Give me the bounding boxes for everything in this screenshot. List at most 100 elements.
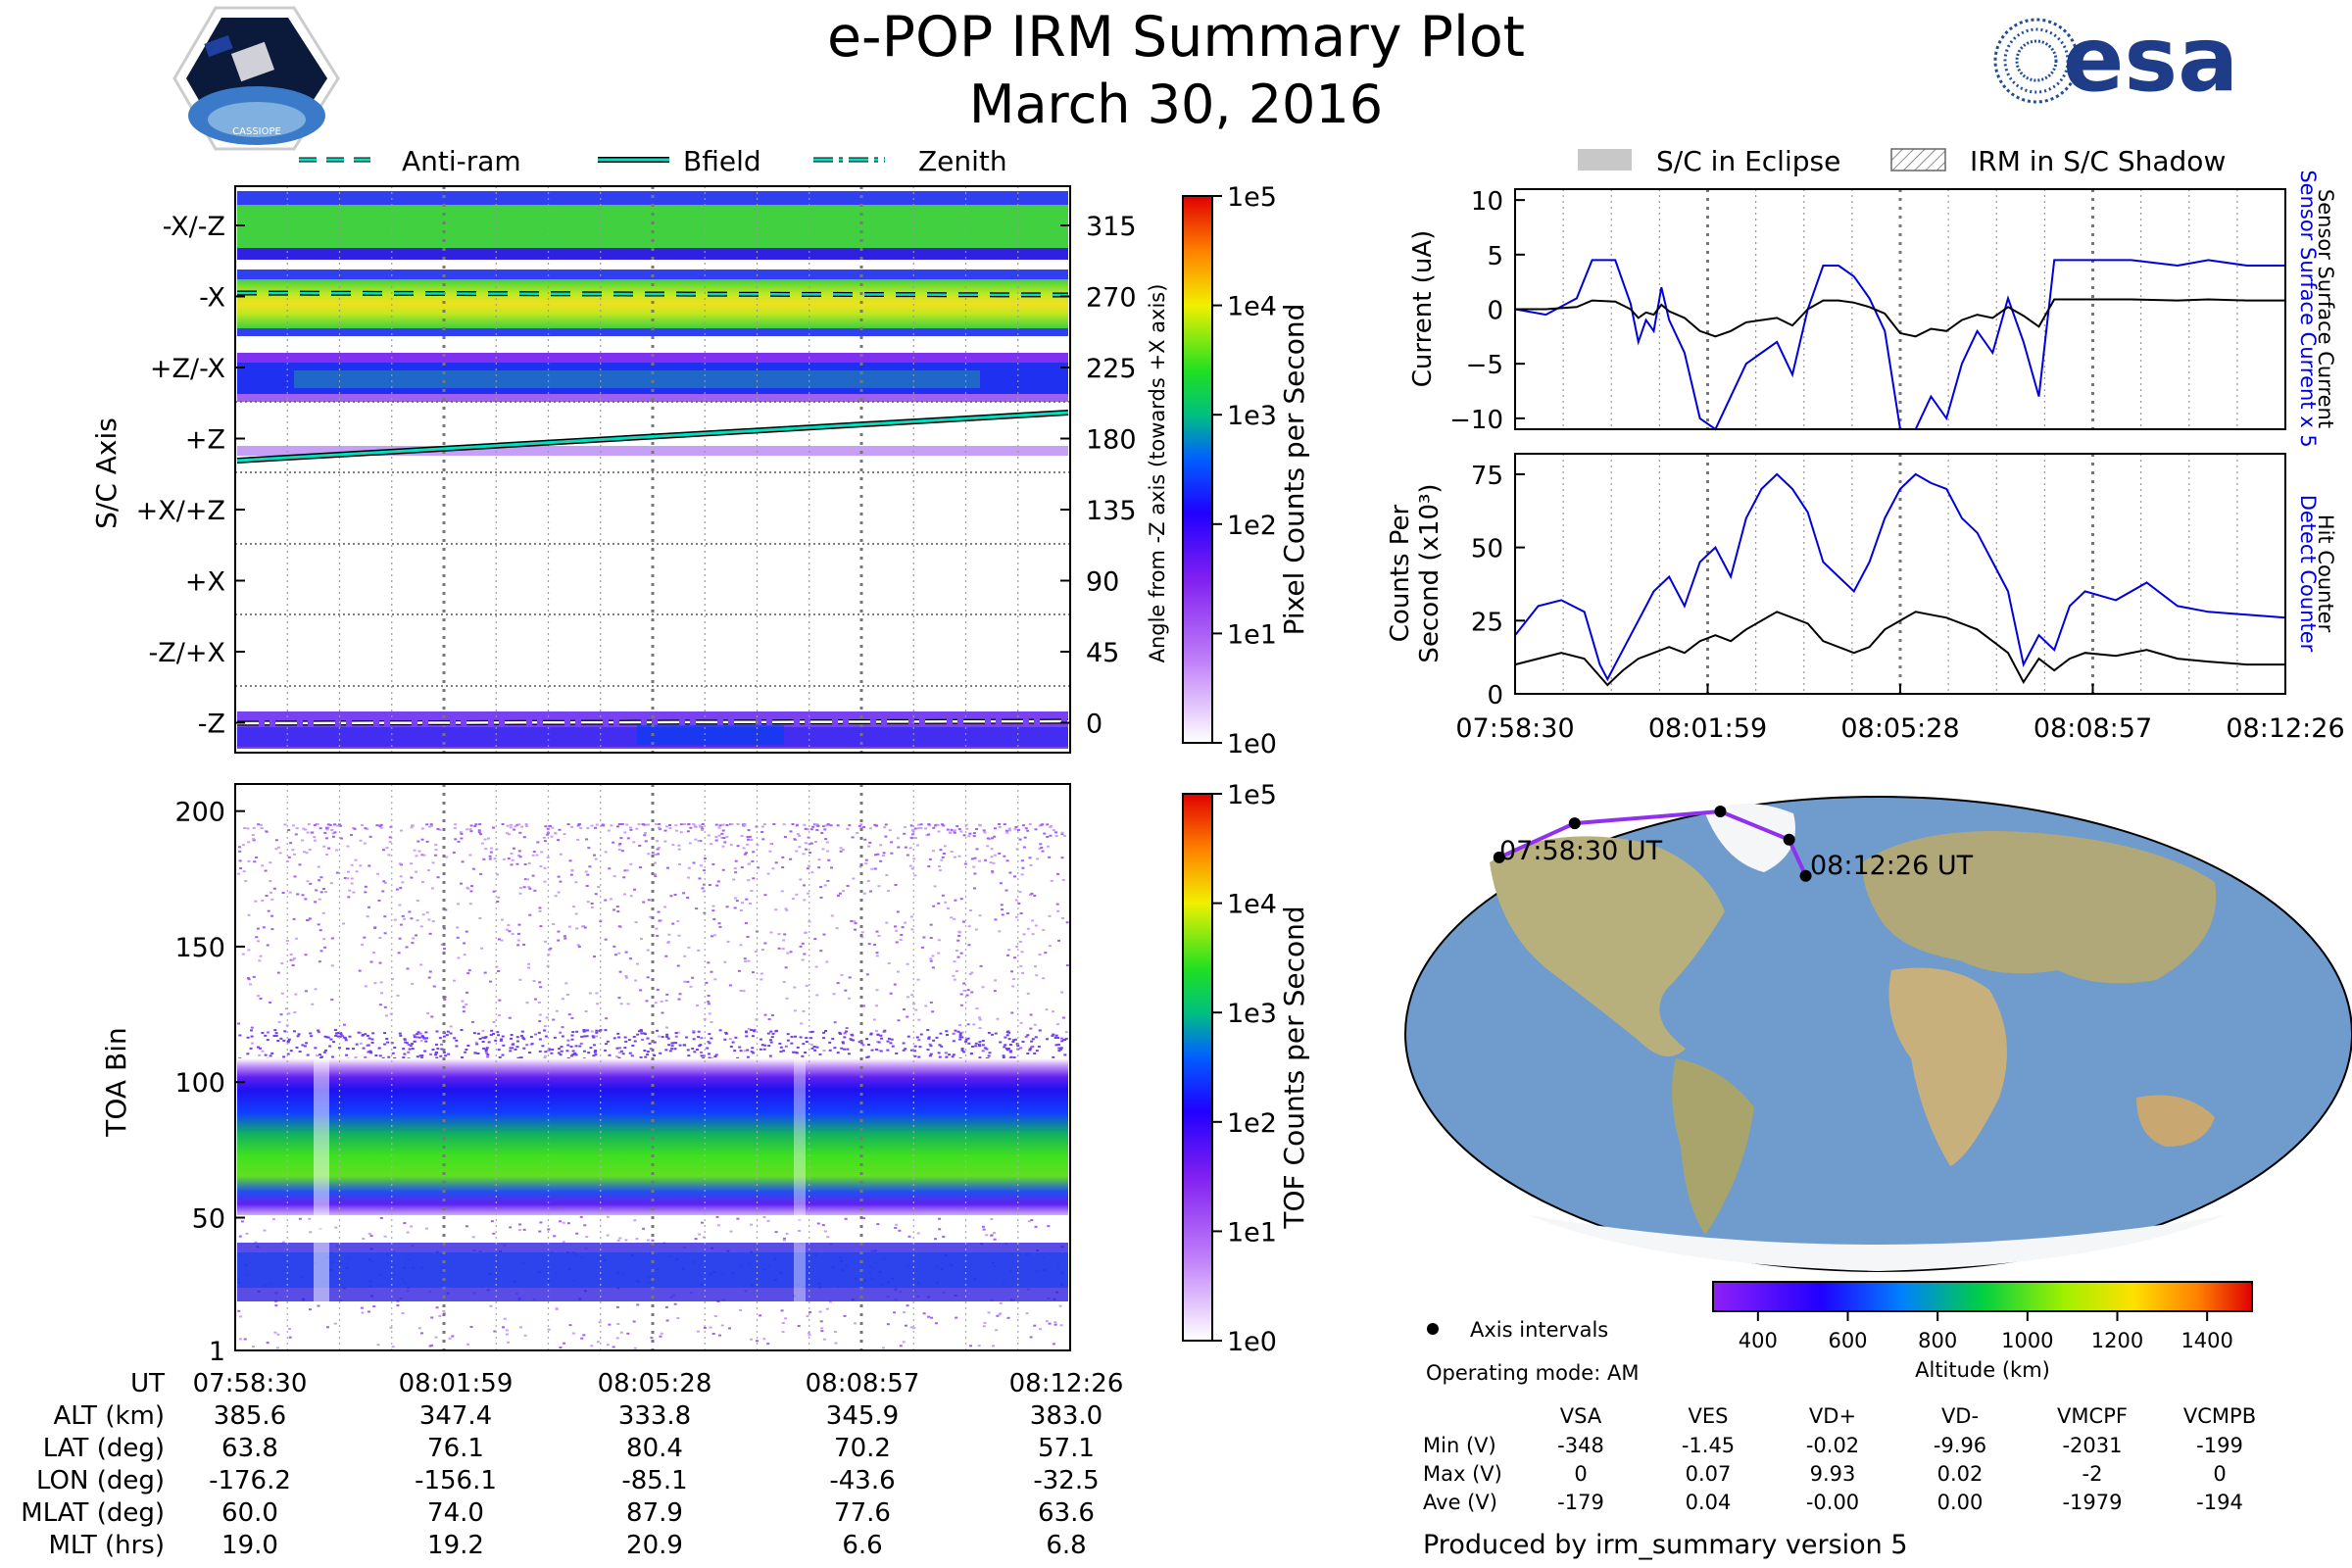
map-north-america [1490,836,1725,1056]
counts-y-axis-label-1: Counts Per [1386,504,1415,642]
page-date: March 30, 2016 [969,74,1383,135]
cassiope-logo-text: CASSIOPE [232,126,281,137]
tof-y-tick-label: 200 [174,798,225,828]
voltage-table: VSA VES VD+ VD- VMCPF VCMPB Min (V) -348 -1.45 -0… [1423,1404,2256,1514]
map-end-label: 08:12:26 UT [1810,851,1974,881]
info-cell: 345.9 [826,1401,899,1431]
voltage-cell: -9.96 [1934,1434,1986,1457]
info-cell: 08:08:57 [806,1369,920,1398]
legend-bfield: Bfield [683,145,761,177]
tof-colorbar-label: TOF Counts per Second [1278,906,1310,1229]
info-cell: 333.8 [618,1401,691,1431]
legend-eclipse: S/C in Eclipse [1656,145,1840,177]
track-point [1783,833,1795,846]
voltage-cell: 0.00 [1937,1491,1984,1514]
colorbar-tick-label: 1e5 [1227,182,1277,213]
info-cell: 07:58:30 [193,1369,308,1398]
cassiope-logo: CASSIOPE [172,6,340,151]
pixel-right-tick-label: 180 [1086,425,1137,456]
colorbar-tick-label: 1e3 [1227,401,1277,431]
voltage-header: VD+ [1809,1404,1856,1428]
voltage-header: VSA [1560,1404,1602,1428]
counts-right-label-black: Hit Counter [2314,514,2337,633]
current-y-axis-label: Current (uA) [1408,230,1438,387]
colorbar-tick-label: 1e2 [1227,1108,1277,1139]
axis-interval-label: Axis intervals [1470,1318,1608,1342]
info-cell: 74.0 [427,1498,484,1528]
right-legend: S/C in Eclipse IRM in S/C Shadow [1578,145,2226,177]
map-start-label: 07:58:30 UT [1499,836,1663,866]
info-cell: -176.2 [209,1466,291,1495]
voltage-cell: -348 [1557,1434,1604,1457]
voltage-cell: 0.07 [1686,1462,1732,1486]
voltage-cell: -194 [2196,1491,2243,1514]
pixel-right-axis-label: Angle from -Z axis (towards +X axis) [1146,284,1169,663]
voltage-header: VD- [1941,1404,1979,1428]
world-map: 07:58:30 UT 08:12:26 UT [1404,796,2352,1272]
operating-mode: Operating mode: AM [1426,1361,1639,1385]
voltage-row-label: Ave (V) [1423,1491,1497,1514]
axis-interval-dot [1427,1323,1439,1335]
tof-y-tick-label: 1 [209,1337,225,1367]
current-right-label-black: Sensor Surface Current [2314,189,2337,428]
info-row-label: LAT (deg) [43,1434,165,1463]
info-cell: 08:12:26 [1009,1369,1124,1398]
pixel-right-tick-label: 135 [1086,496,1137,526]
altitude-tick-label: 1400 [2180,1329,2232,1352]
pixel-y-tick-label: -Z [198,710,225,740]
info-cell: 19.2 [427,1531,484,1560]
info-cell: 80.4 [626,1434,683,1463]
pixel-y-tick-label: -Z/+X [149,638,225,668]
voltage-cell: 0 [2213,1462,2226,1486]
info-cell: -43.6 [829,1466,895,1495]
voltage-header: VCMPB [2183,1404,2256,1428]
voltage-cell: -179 [1557,1491,1604,1514]
info-cell: 63.6 [1038,1498,1095,1528]
pixel-colorbar: 1e5 1e4 1e3 1e2 1e1 1e0 Pixel Counts per Seco… [1182,182,1310,760]
track-point [1799,869,1812,882]
tof-y-axis-label: TOA Bin [100,1027,132,1137]
y-tick-label: 75 [1471,462,1503,491]
altitude-tick-label: 1200 [2091,1329,2143,1352]
legend-zenith: Zenith [918,145,1007,177]
counts-right-label-blue: Detect Counter [2296,495,2320,653]
voltage-cell: 0 [1574,1462,1587,1486]
colorbar-tick-label: 1e4 [1227,890,1277,920]
esa-logo-text: esa [2063,7,2238,112]
pixel-y-tick-label: -X/-Z [163,212,225,242]
altitude-tick-label: 600 [1828,1329,1867,1352]
tof-colorbar: 1e5 1e4 1e3 1e2 1e1 1e0 TOF Counts per Second [1182,780,1310,1357]
y-tick-label: 25 [1471,608,1503,637]
pixel-y-axis-label: S/C Axis [90,417,122,529]
voltage-row-label: Min (V) [1423,1434,1496,1457]
altitude-tick-label: 400 [1739,1329,1778,1352]
info-row-label: LON (deg) [36,1466,165,1495]
colorbar-tick-label: 1e1 [1227,1217,1277,1248]
track-point [1568,817,1581,830]
info-row-label: UT [130,1369,165,1398]
map-south-america [1672,1058,1754,1235]
tof-spectrogram: 200 150 100 50 1 TOA Bin [100,783,1071,1367]
colorbar-tick-label: 1e5 [1227,780,1277,810]
info-cell: 6.6 [842,1531,882,1560]
voltage-cell: 0.04 [1686,1491,1732,1514]
voltage-row-label: Max (V) [1423,1462,1502,1486]
pixel-right-tick-label: 270 [1086,283,1137,314]
info-cell: 77.6 [834,1498,891,1528]
voltage-cell: -199 [2196,1434,2243,1457]
left-legend: Anti-ram Bfield Zenith [299,145,1007,177]
voltage-cell: -2 [2082,1462,2103,1486]
voltage-header: VMCPF [2057,1404,2128,1428]
colorbar-tick-label: 1e1 [1227,619,1277,650]
info-row-label: MLAT (deg) [21,1498,165,1528]
counts-panel: 75 50 25 0 07:58:30 08:01:59 08:05:28 08:08:57… [1386,453,2345,744]
map-greenland [1705,804,1795,872]
voltage-cell: 9.93 [1810,1462,1856,1486]
pixel-right-tick-label: 315 [1086,212,1137,242]
series-line [1514,472,2286,682]
map-australia [2136,1095,2215,1147]
track-point [1714,806,1727,818]
current-panel: 10 5 0 −5 −10 Current (uA) Sensor Surface Cu… [1408,170,2337,447]
legend-anti-ram: Anti-ram [402,145,521,177]
